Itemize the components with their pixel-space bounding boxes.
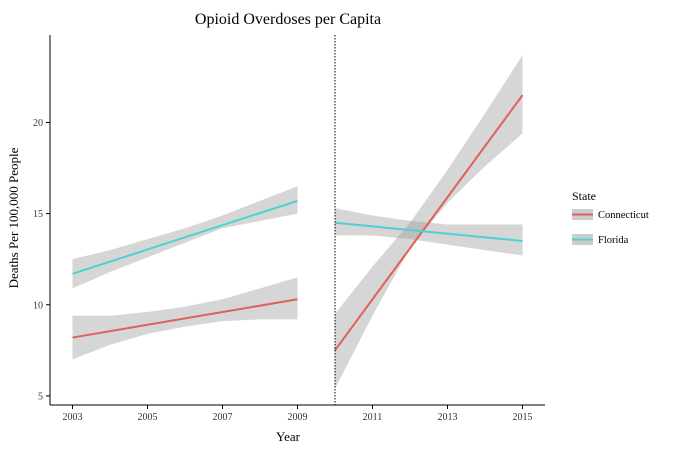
x-tick-label: 2009	[288, 412, 308, 423]
legend-label-connecticut: Connecticut	[598, 210, 649, 221]
connecticut-trend-line-1	[72, 298, 298, 339]
x-tick-label: 2011	[363, 412, 383, 423]
legend-label-florida: Florida	[598, 235, 629, 246]
y-ticks: 5 10 15 20	[33, 118, 50, 402]
x-axis-title: Year	[276, 429, 301, 444]
y-axis-title: Deaths Per 100,000 People	[6, 147, 21, 288]
florida-trend-line-2	[334, 221, 523, 242]
x-tick-label: 2013	[438, 412, 458, 423]
x-tick-label: 2005	[138, 412, 158, 423]
x-ticks: 2003 2005 2007 2009 2011 2013 2015	[63, 405, 533, 423]
florida-trend-line-1	[72, 199, 298, 275]
legend: State Connecticut Florida	[572, 189, 649, 246]
confidence-bands	[72, 55, 523, 389]
connecticut-trend-line-2	[334, 94, 524, 351]
chart-title: Opioid Overdoses per Capita	[195, 11, 381, 28]
legend-title: State	[572, 189, 596, 203]
x-tick-label: 2007	[213, 412, 233, 423]
series-lines	[72, 94, 524, 351]
y-tick-label: 5	[38, 391, 43, 402]
y-tick-label: 15	[33, 209, 43, 220]
y-tick-label: 20	[33, 118, 43, 129]
x-tick-label: 2003	[63, 412, 83, 423]
y-tick-label: 10	[33, 300, 43, 311]
x-tick-label: 2015	[513, 412, 533, 423]
